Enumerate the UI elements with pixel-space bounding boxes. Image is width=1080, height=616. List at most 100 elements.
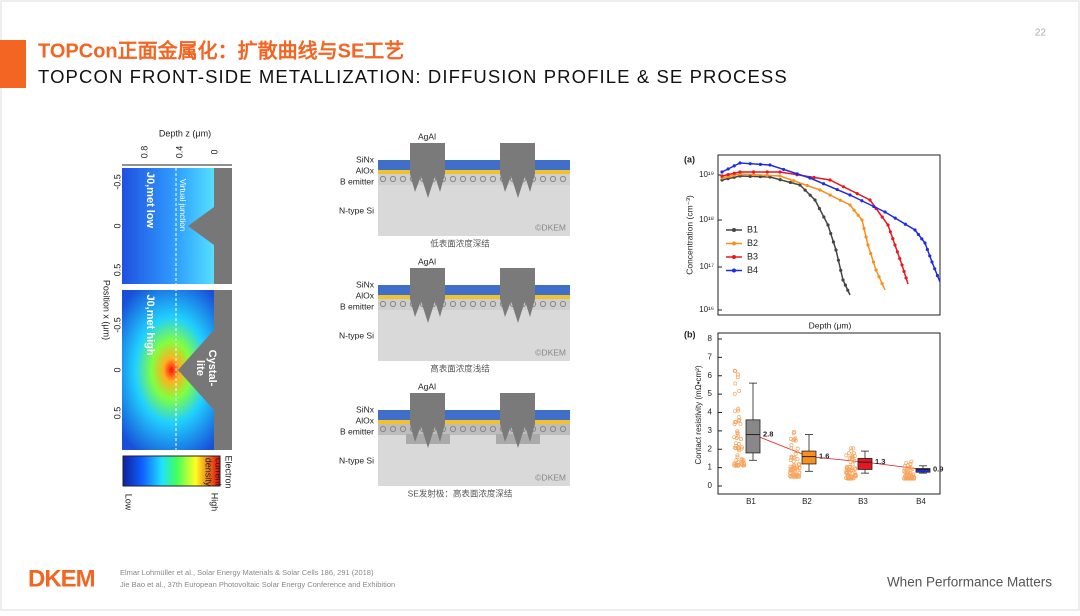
marker [726,167,730,171]
sinx [378,285,570,295]
marker [855,192,859,196]
dopant [559,425,567,433]
marker [920,237,924,241]
scatter-dot [792,437,797,442]
scatter-dot [792,470,797,475]
scatter-dot [907,476,912,481]
dopant [549,175,557,183]
label: Concentration (cm⁻³) [684,195,694,275]
box [857,458,873,470]
marker [860,199,864,203]
marker [792,179,796,183]
dopant [539,175,547,183]
label: SiNx [356,154,375,164]
scatter-dot [852,467,857,471]
label: Cystal- [206,350,218,387]
label: Electron [224,455,234,488]
marker [886,223,890,227]
scatter-dot [736,445,740,450]
scatter-dot [732,461,737,466]
label: Low [124,494,134,511]
scatter-dot [789,454,794,459]
scatter-dot [736,406,741,411]
dopant [539,300,547,308]
marker [880,215,884,219]
dopant [479,175,487,183]
marker [916,232,921,237]
label: ©DKEM [535,347,566,357]
label: N-type Si [339,455,374,465]
marker [798,183,802,187]
marker [893,243,897,247]
label: SiNx [356,279,375,289]
scatter-dot [736,408,741,413]
legend-marker [732,241,736,246]
marker [752,173,756,177]
marker [860,218,864,222]
scatter-dot [736,460,740,465]
scatter-dot [732,463,737,468]
reference: Jie Bao et al., 37th European Photovolta… [120,580,395,589]
marker [838,198,843,202]
label: Depth (μm) [809,320,852,330]
electrode [500,393,535,448]
label: AlOx [356,290,375,300]
emitter [378,298,570,310]
marker [748,174,752,178]
electrode [410,393,445,448]
plot-area [717,154,941,316]
scatter-dot [850,462,855,467]
emitter [378,423,570,435]
label: Position x (μm) [102,280,112,340]
scatter-dot [737,388,742,393]
plot-area [717,332,941,495]
scatter-dot [735,455,740,459]
marker [848,193,852,197]
marker [856,213,860,217]
marker [803,188,807,192]
dopant [399,175,407,183]
dopant [549,425,557,433]
marker [834,248,838,252]
marker [866,243,870,247]
dopant [559,175,567,183]
label: AgAl [418,256,436,266]
scatter-dot [732,435,737,440]
marker [898,257,902,261]
marker [732,171,736,175]
scatter-dot [852,458,857,463]
scatter-dot [795,457,800,462]
scatter-dot [850,466,855,471]
tick-label: 0 [112,223,122,228]
electrode [178,290,232,450]
marker [862,226,866,231]
marker [758,162,763,166]
marker [846,288,850,292]
tick-label: 0.5 [112,264,122,277]
marker [935,274,940,278]
tick-label: 10¹⁸ [699,215,714,224]
electrode [188,168,232,284]
value-label: 2.8 [763,430,773,439]
dopant [399,300,407,308]
marker [864,235,868,239]
scatter-dot [739,437,744,442]
marker [765,170,769,174]
tagline: When Performance Matters [887,575,1052,590]
dopant [389,175,397,183]
dopant [389,425,397,433]
dopant [539,425,547,433]
scatter-dot [733,369,738,374]
scatter-dot [905,469,910,474]
x-tick-label: B1 [746,497,756,506]
scatter-dot [792,464,797,469]
electrode [410,268,445,323]
dopant [379,300,387,308]
marker [871,260,876,264]
scatter-dot [908,468,913,473]
dopant [559,300,567,308]
dopant [459,425,467,433]
marker [874,268,878,272]
marker [822,182,826,186]
marker [828,193,832,197]
